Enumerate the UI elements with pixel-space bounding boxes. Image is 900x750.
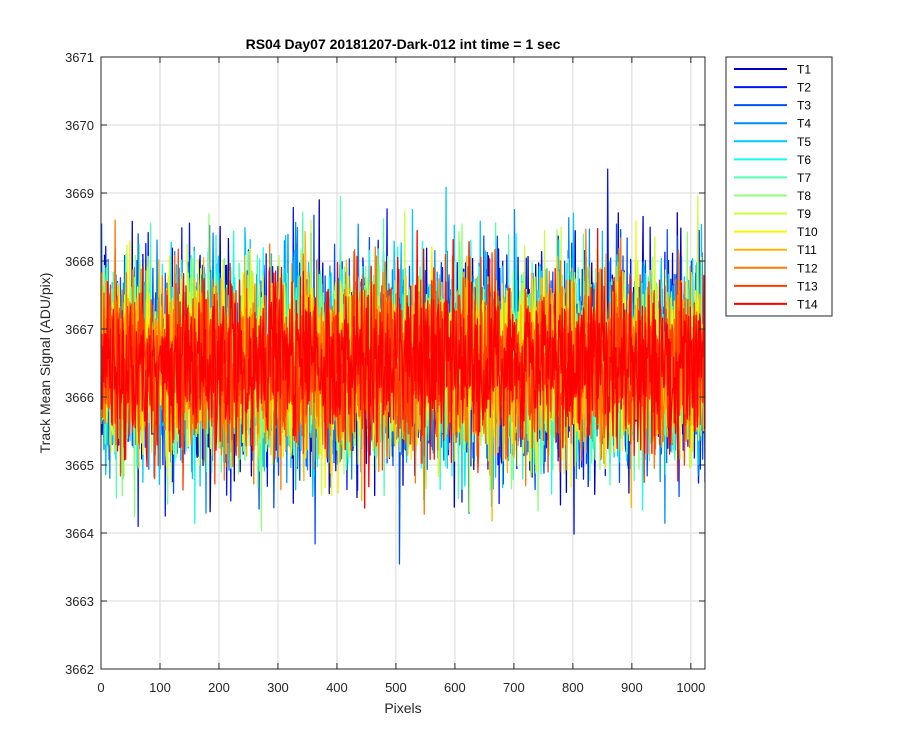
x-tick-label: 700 <box>503 680 525 695</box>
y-tick-label: 3667 <box>65 322 94 337</box>
x-tick-label: 300 <box>267 680 289 695</box>
legend-label: T3 <box>797 99 811 113</box>
y-tick-label: 3671 <box>65 50 94 65</box>
x-tick-label: 100 <box>149 680 171 695</box>
series-layer <box>101 168 705 565</box>
legend-box <box>725 56 833 317</box>
y-tick-label: 3669 <box>65 186 94 201</box>
legend-label: T9 <box>797 207 811 221</box>
legend-label: T10 <box>797 225 818 239</box>
legend-label: T11 <box>797 243 817 257</box>
legend-label: T1 <box>797 63 811 77</box>
legend-label: T8 <box>797 189 811 203</box>
legend-label: T2 <box>797 81 811 95</box>
x-tick-label: 400 <box>326 680 348 695</box>
plot-frame <box>100 56 706 670</box>
x-tick-label: 800 <box>562 680 584 695</box>
legend-label: T6 <box>797 153 811 167</box>
x-axis-label: Pixels <box>384 700 421 716</box>
legend-label: T5 <box>797 135 811 149</box>
x-tick-label: 200 <box>208 680 230 695</box>
y-tick-label: 3662 <box>65 662 94 677</box>
y-axis: 3662 3663 3664 3665 3666 3667 3668 3669 3670 3671 <box>65 50 705 677</box>
legend-label: T12 <box>797 261 818 275</box>
chart-title: RS04 Day07 20181207-Dark-012 int time = … <box>246 36 561 52</box>
y-tick-label: 3664 <box>65 526 94 541</box>
y-tick-label: 3670 <box>65 118 94 133</box>
x-axis: 0 100 200 300 400 500 600 700 800 900 1000 <box>97 57 705 695</box>
series-line-t14 <box>101 227 705 509</box>
legend: T1 T2 T3 T4 T5 T6 T7 T8 T9 T10 T11 T12 T13 T14 <box>725 56 833 317</box>
legend-label: T4 <box>797 117 811 131</box>
y-tick-label: 3665 <box>65 458 94 473</box>
legend-label: T14 <box>797 297 818 311</box>
x-tick-label: 600 <box>444 680 466 695</box>
legend-label: T7 <box>797 171 811 185</box>
x-tick-label: 900 <box>621 680 643 695</box>
legend-label: T13 <box>797 279 818 293</box>
x-tick-label: 0 <box>97 680 104 695</box>
y-tick-label: 3666 <box>65 390 94 405</box>
y-axis-label: Track Mean Signal (ADU/pix) <box>37 273 53 454</box>
y-tick-label: 3668 <box>65 254 94 269</box>
x-tick-label: 1000 <box>676 680 705 695</box>
y-tick-label: 3663 <box>65 594 94 609</box>
x-tick-label: 500 <box>385 680 407 695</box>
